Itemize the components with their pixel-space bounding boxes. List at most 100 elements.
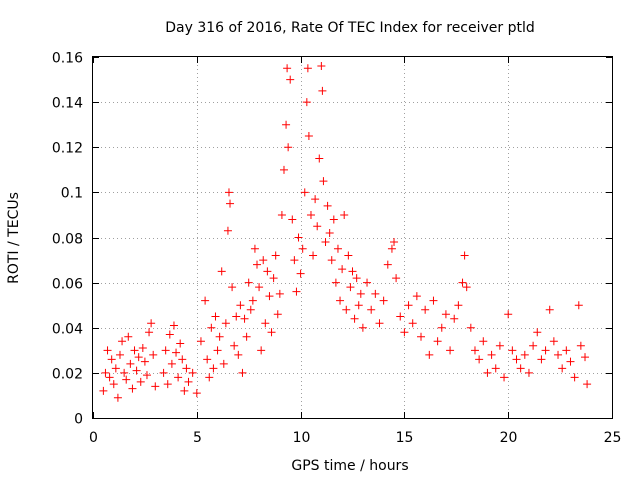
data-point: [124, 332, 133, 341]
data-point: [250, 244, 259, 253]
x-tick-label: 0: [89, 430, 98, 446]
grid-lines: [93, 57, 612, 418]
y-tick-label: 0.1: [61, 186, 83, 202]
data-point: [176, 339, 185, 348]
data-point: [340, 210, 349, 219]
data-point: [201, 296, 210, 305]
data-point: [263, 267, 272, 276]
data-point: [315, 154, 324, 163]
data-point: [306, 210, 315, 219]
data-point: [165, 330, 174, 339]
data-point: [230, 341, 239, 350]
data-point: [178, 355, 187, 364]
data-point: [232, 312, 241, 321]
data-point: [549, 337, 558, 346]
data-point: [541, 346, 550, 355]
data-point: [450, 314, 459, 323]
y-axis-title: ROTI / TECUs: [6, 192, 22, 284]
data-point: [421, 305, 430, 314]
data-point: [520, 350, 529, 359]
data-point: [111, 364, 120, 373]
data-point: [356, 289, 365, 298]
data-point: [512, 355, 521, 364]
data-point: [109, 380, 118, 389]
data-point: [558, 364, 567, 373]
data-point: [283, 64, 292, 73]
data-point: [329, 215, 338, 224]
data-point: [115, 350, 124, 359]
data-point: [282, 120, 291, 129]
axis-ticks: 0 5 10 15 20 25 0 0.02 0.04 0.06 0.08 0.1 0.12 0.14 0.…: [52, 51, 622, 447]
data-point: [491, 364, 500, 373]
data-point: [255, 283, 264, 292]
data-point: [130, 346, 139, 355]
data-point: [346, 283, 355, 292]
data-point: [429, 296, 438, 305]
data-point: [350, 314, 359, 323]
data-point: [352, 274, 361, 283]
y-tick-label: 0.08: [52, 232, 83, 248]
data-point: [545, 305, 554, 314]
data-point: [318, 86, 327, 95]
y-tick-label: 0.14: [52, 96, 83, 112]
data-point: [466, 323, 475, 332]
x-tick-label: 5: [193, 430, 202, 446]
data-point: [151, 382, 160, 391]
data-point: [309, 251, 318, 260]
data-point: [147, 319, 156, 328]
data-point: [475, 355, 484, 364]
data-point: [161, 346, 170, 355]
data-point: [221, 319, 230, 328]
data-point: [288, 215, 297, 224]
data-point: [446, 346, 455, 355]
data-point: [271, 251, 280, 260]
data-point: [458, 278, 467, 287]
data-point: [182, 364, 191, 373]
data-point: [321, 238, 330, 247]
data-point: [103, 346, 112, 355]
y-tick-label: 0.04: [52, 322, 83, 338]
data-point: [412, 292, 421, 301]
data-point: [379, 296, 388, 305]
data-point: [311, 195, 320, 204]
data-point: [215, 332, 224, 341]
data-point: [134, 353, 143, 362]
data-point: [554, 350, 563, 359]
data-point: [149, 350, 158, 359]
data-point: [184, 377, 193, 386]
data-point: [375, 319, 384, 328]
data-point: [275, 289, 284, 298]
data-point: [113, 393, 122, 402]
data-point: [136, 377, 145, 386]
data-point: [533, 328, 542, 337]
data-point: [169, 321, 178, 330]
x-tick-label: 15: [396, 430, 414, 446]
plot-frame: [92, 56, 613, 419]
data-point: [205, 373, 214, 382]
data-point: [302, 98, 311, 107]
data-point: [118, 337, 127, 346]
data-point: [298, 244, 307, 253]
data-point: [167, 359, 176, 368]
data-point: [304, 131, 313, 140]
data-point: [240, 314, 249, 323]
data-point: [336, 296, 345, 305]
data-point: [211, 312, 220, 321]
data-point: [383, 260, 392, 269]
x-axis-title: GPS time / hours: [291, 458, 408, 474]
data-point: [132, 366, 141, 375]
data-point: [279, 165, 288, 174]
data-point: [145, 328, 154, 337]
data-point: [180, 386, 189, 395]
data-point: [207, 323, 216, 332]
data-point: [400, 328, 409, 337]
data-point: [290, 256, 299, 265]
data-point: [479, 337, 488, 346]
data-point: [265, 292, 274, 301]
data-point: [470, 346, 479, 355]
data-point: [217, 267, 226, 276]
data-point: [500, 373, 509, 382]
data-point: [327, 256, 336, 265]
x-tick-label: 25: [604, 430, 622, 446]
data-point: [331, 278, 340, 287]
